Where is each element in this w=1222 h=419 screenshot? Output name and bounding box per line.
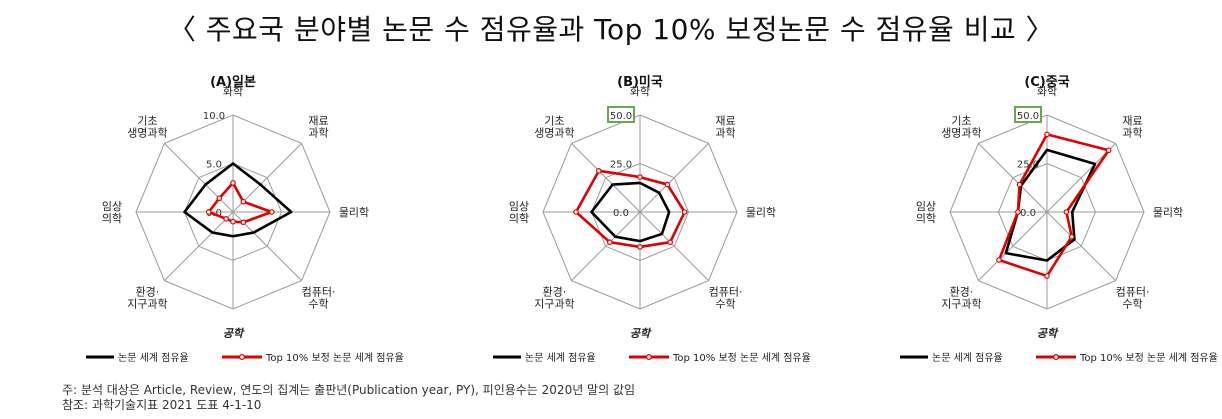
series-marker xyxy=(681,209,688,215)
category-label: 컴퓨터· 수학 xyxy=(302,286,336,311)
series-marker xyxy=(240,219,247,226)
series-marker xyxy=(223,216,229,222)
grid-spoke xyxy=(978,143,1048,213)
category-label: 물리학 xyxy=(746,206,776,219)
category-label: 재료 과학 xyxy=(1122,114,1142,139)
category-label: 화학 xyxy=(630,85,650,98)
series-marker xyxy=(1068,233,1075,240)
tick-label: 50.0 xyxy=(610,111,632,122)
source-note: 참조: 과학기술지표 2021 도표 4-1-10 xyxy=(62,398,262,412)
chart-title: (A)일본 xyxy=(210,75,256,90)
category-label: 기초 생명과학 xyxy=(127,114,167,139)
grid-spoke xyxy=(164,143,234,213)
tick-label: 0.0 xyxy=(613,208,629,219)
series-marker xyxy=(1105,147,1112,154)
series-line-2 xyxy=(207,181,274,224)
category-label: 환경· 지구과학 xyxy=(127,286,167,311)
grid-spoke xyxy=(639,211,709,281)
series-marker xyxy=(268,209,275,215)
tick-label: 10.0 xyxy=(203,111,225,122)
series-marker xyxy=(1016,181,1023,188)
grid-spoke xyxy=(1046,211,1116,281)
footnote: 주: 분석 대상은 Article, Review, 연도의 집계는 출판년(P… xyxy=(62,383,636,397)
chart-title: (B)미국 xyxy=(617,74,663,90)
category-label: 화학 xyxy=(1037,85,1057,98)
category-label: 기초 생명과학 xyxy=(534,114,574,139)
grid-spoke xyxy=(978,211,1048,281)
series-line-1 xyxy=(590,181,671,243)
legend-label-1: 논문 세계 점유율 xyxy=(932,352,1003,364)
series-marker xyxy=(1044,131,1050,138)
radar-panel-japan: (A)일본 10.0 5.0 0.0 화학 재료 과학 물리학 컴퓨터· 수학 공학 환경· 지구과학 임… xyxy=(0,70,407,370)
legend-label-2: Top 10% 보정 논문 세계 점유율 xyxy=(265,352,404,364)
tick-label: 25.0 xyxy=(1017,160,1039,171)
grid-spoke xyxy=(571,211,641,281)
category-label: 공학 xyxy=(1037,327,1059,340)
legend-marker-2 xyxy=(1053,354,1060,361)
category-label: 화학 xyxy=(223,85,243,98)
series-marker xyxy=(205,209,212,215)
series-marker xyxy=(1015,209,1021,215)
grid-spoke xyxy=(639,143,709,213)
legend-marker-2 xyxy=(239,354,246,361)
category-label: 공학 xyxy=(630,327,652,340)
category-label: 임상 의학 xyxy=(509,200,529,225)
category-label: 컴퓨터· 수학 xyxy=(1116,286,1150,311)
series-marker xyxy=(996,257,1002,263)
category-label: 환경· 지구과학 xyxy=(941,286,981,311)
series-marker xyxy=(667,239,673,245)
grid-spoke xyxy=(571,143,641,213)
series-marker xyxy=(216,195,223,202)
series-marker xyxy=(240,198,247,205)
series-marker xyxy=(637,244,643,250)
max-tick-box xyxy=(1014,106,1042,123)
series-line-1 xyxy=(183,162,293,238)
tick-label: 25.0 xyxy=(610,160,632,171)
series-marker xyxy=(1063,209,1070,215)
category-label: 임상 의학 xyxy=(916,200,936,225)
tick-label: 0.0 xyxy=(1020,208,1036,219)
category-label: 재료 과학 xyxy=(715,114,735,139)
chart-title: (C)중국 xyxy=(1024,75,1069,90)
category-label: 임상 의학 xyxy=(102,200,122,225)
legend-label-1: 논문 세계 점유율 xyxy=(118,352,189,364)
category-label: 물리학 xyxy=(1153,206,1183,219)
tick-label: 5.0 xyxy=(206,160,222,171)
series-marker xyxy=(637,174,643,180)
legend-label-2: Top 10% 보정 논문 세계 점유율 xyxy=(1079,352,1218,364)
category-label: 재료 과학 xyxy=(308,114,328,139)
category-label: 물리학 xyxy=(339,206,369,219)
tick-label: 50.0 xyxy=(1017,111,1039,122)
legend-label-1: 논문 세계 점유율 xyxy=(525,352,596,364)
category-label: 환경· 지구과학 xyxy=(534,286,574,311)
page-title: 〈 주요국 분야별 논문 수 점유율과 Top 10% 보정논문 수 점유율 비… xyxy=(167,13,1055,46)
series-marker xyxy=(607,239,613,245)
series-marker xyxy=(596,168,602,174)
category-label: 공학 xyxy=(223,327,245,340)
series-marker xyxy=(573,209,579,215)
category-label: 기초 생명과학 xyxy=(941,114,981,139)
max-tick-box xyxy=(607,106,635,123)
series-marker xyxy=(230,180,236,186)
legend-marker-2 xyxy=(646,354,653,361)
series-marker xyxy=(1044,273,1050,279)
category-label: 컴퓨터· 수학 xyxy=(709,286,743,311)
legend-label-2: Top 10% 보정 논문 세계 점유율 xyxy=(672,352,811,364)
series-marker xyxy=(664,181,671,188)
series-marker xyxy=(230,218,236,225)
grid-spoke xyxy=(164,211,234,281)
